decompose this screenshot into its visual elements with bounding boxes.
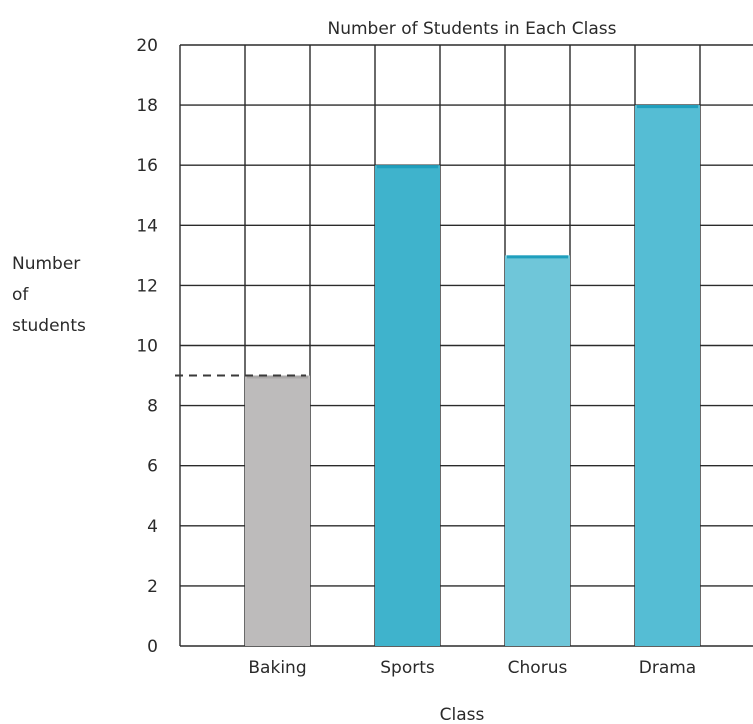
y-axis-label-line-1: Number: [12, 254, 80, 274]
x-tick-labels: Baking Sports Chorus Drama: [248, 658, 696, 678]
bar-baking: [245, 375, 310, 646]
x-axis-label: Class: [440, 705, 485, 724]
y-tick-label-18: 18: [136, 96, 158, 116]
y-tick-labels: 0 2 4 6 8 10 12 14 16 18 20: [136, 36, 158, 657]
y-tick-label-4: 4: [147, 517, 158, 537]
bar-chorus: [505, 255, 570, 646]
y-tick-label-16: 16: [136, 156, 158, 176]
y-tick-label-10: 10: [136, 337, 158, 357]
bar-drama: [635, 105, 700, 647]
y-tick-label-8: 8: [147, 397, 158, 417]
x-tick-label-baking: Baking: [248, 658, 306, 678]
x-tick-label-chorus: Chorus: [508, 658, 568, 678]
y-tick-label-0: 0: [147, 637, 158, 657]
y-axis-label-line-3: students: [12, 316, 86, 336]
bar-sports: [375, 165, 440, 646]
y-tick-label-12: 12: [136, 276, 158, 296]
y-tick-label-2: 2: [147, 577, 158, 597]
y-axis-label-line-2: of: [12, 285, 29, 305]
y-tick-label-6: 6: [147, 457, 158, 477]
x-tick-label-drama: Drama: [639, 658, 696, 678]
x-tick-label-sports: Sports: [380, 658, 435, 678]
chart-title: Number of Students in Each Class: [328, 19, 617, 39]
y-tick-label-14: 14: [136, 216, 158, 236]
y-tick-label-20: 20: [136, 36, 158, 56]
bars: [245, 105, 700, 647]
